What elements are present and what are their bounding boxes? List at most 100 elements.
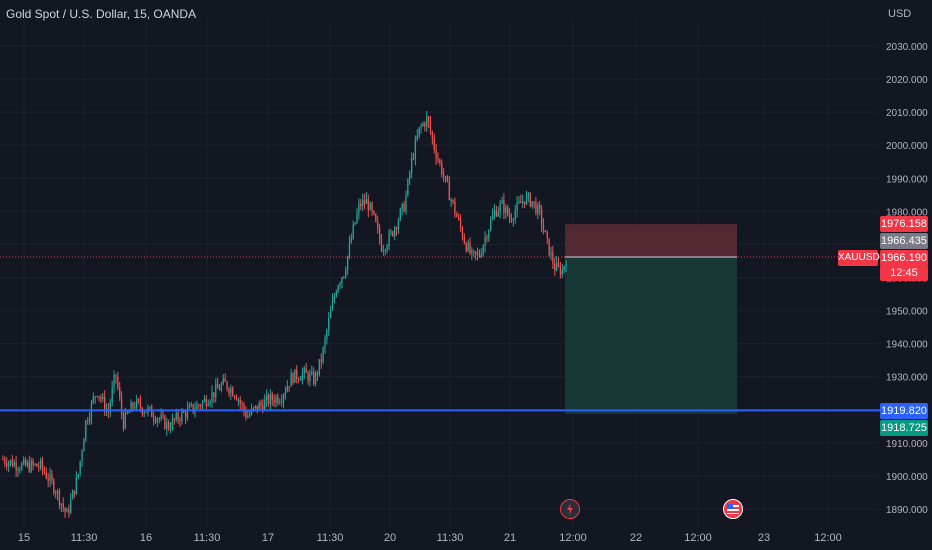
- candle-body: [346, 256, 349, 271]
- candle-body: [388, 233, 390, 247]
- time-axis[interactable]: 15 11:30 16 11:30 17 11:30 20 11:30 21 12:00 22 12:…: [18, 532, 842, 544]
- candle-body: [365, 199, 368, 204]
- candle-body: [486, 237, 488, 239]
- candle-body: [525, 195, 528, 204]
- candle-body: [162, 415, 164, 417]
- candle-body: [465, 243, 467, 251]
- candle-body: [360, 203, 362, 207]
- candle-body: [491, 215, 494, 220]
- currency-label: USD: [888, 8, 912, 20]
- candle-body: [279, 402, 281, 404]
- candle-body: [414, 139, 417, 159]
- candle-body: [237, 399, 240, 401]
- y-tick-label: 1930.000: [886, 373, 928, 384]
- lightning-glyph: [567, 503, 573, 515]
- candle-body: [441, 162, 443, 175]
- candle-body: [88, 417, 91, 422]
- candle-body: [265, 395, 268, 401]
- candle-body: [507, 206, 509, 215]
- candle-body: [550, 252, 552, 256]
- candle-body: [384, 250, 386, 252]
- candle-body: [53, 480, 55, 493]
- candle-body: [273, 400, 275, 403]
- candle-body: [220, 384, 223, 391]
- candle-body: [533, 201, 535, 203]
- candle-body: [181, 411, 183, 422]
- candle-body: [216, 384, 219, 389]
- candle-body: [358, 203, 360, 214]
- candle-body: [363, 200, 366, 204]
- candle-body: [510, 218, 513, 221]
- candle-body: [328, 318, 330, 331]
- candle-body: [130, 402, 132, 412]
- candle-body: [103, 396, 106, 412]
- candle-body: [554, 263, 556, 271]
- candle-body: [282, 394, 285, 402]
- candle-body: [143, 412, 145, 414]
- candle-body: [426, 116, 428, 127]
- candle-body: [371, 203, 373, 211]
- candle-body: [6, 463, 8, 467]
- candle-body: [277, 396, 279, 403]
- candle-body: [41, 460, 44, 470]
- candle-body: [281, 401, 283, 403]
- candle-body: [442, 174, 445, 177]
- candle-body: [394, 228, 396, 236]
- candle-body: [294, 369, 296, 383]
- candle-body: [211, 392, 213, 402]
- candle-body: [448, 181, 450, 201]
- candle-body: [399, 209, 401, 221]
- flag-glyph: [727, 504, 739, 514]
- candle-body: [482, 245, 484, 255]
- candle-body: [537, 204, 539, 214]
- candle-body: [243, 404, 245, 411]
- candle-body: [177, 413, 179, 420]
- candle-body: [113, 374, 115, 388]
- candle-body: [239, 399, 241, 404]
- candle-body: [17, 469, 19, 471]
- candle-body: [126, 412, 128, 414]
- lightning-event-icon[interactable]: [560, 499, 580, 519]
- candle-body: [329, 309, 332, 319]
- y-tick-label: 1950.000: [886, 307, 928, 318]
- candle-body: [493, 210, 496, 216]
- candle-body: [463, 237, 466, 244]
- candle-body: [28, 462, 30, 472]
- candle-body: [32, 460, 34, 465]
- candle-body: [352, 224, 354, 238]
- candle-body: [64, 507, 66, 513]
- candle-body: [314, 372, 317, 384]
- candle-body: [124, 412, 127, 429]
- take-profit-zone[interactable]: [565, 257, 737, 415]
- candle-body: [563, 266, 565, 271]
- candle-body: [207, 404, 209, 406]
- us-flag-event-icon[interactable]: [723, 499, 743, 519]
- candle-body: [264, 400, 266, 411]
- candle-body: [456, 213, 458, 218]
- y-tick-label: 1980.000: [886, 207, 928, 218]
- last-price-label: 1966.190: [880, 250, 928, 266]
- candle-body: [382, 250, 385, 252]
- candle-body: [392, 231, 394, 236]
- candle-body: [2, 459, 4, 461]
- candle-body: [546, 232, 548, 239]
- candle-body: [87, 420, 89, 422]
- candle-body: [495, 210, 498, 217]
- stop-loss-zone[interactable]: [565, 224, 737, 258]
- candle-body: [422, 123, 424, 126]
- x-tick-label: 12:00: [684, 532, 712, 544]
- candle-body: [100, 397, 102, 400]
- candle-body: [252, 407, 255, 409]
- x-tick-label: 20: [384, 532, 396, 544]
- candle-body: [499, 203, 501, 212]
- candle-body: [160, 415, 162, 419]
- candle-body: [7, 462, 10, 467]
- candle-body: [378, 227, 381, 240]
- candle-body: [226, 381, 228, 390]
- candle-body: [47, 478, 49, 481]
- x-tick-label: 22: [630, 532, 642, 544]
- candle-body: [79, 461, 81, 475]
- symbol-tag[interactable]: XAUUSD: [838, 250, 880, 266]
- candle-body: [407, 179, 409, 196]
